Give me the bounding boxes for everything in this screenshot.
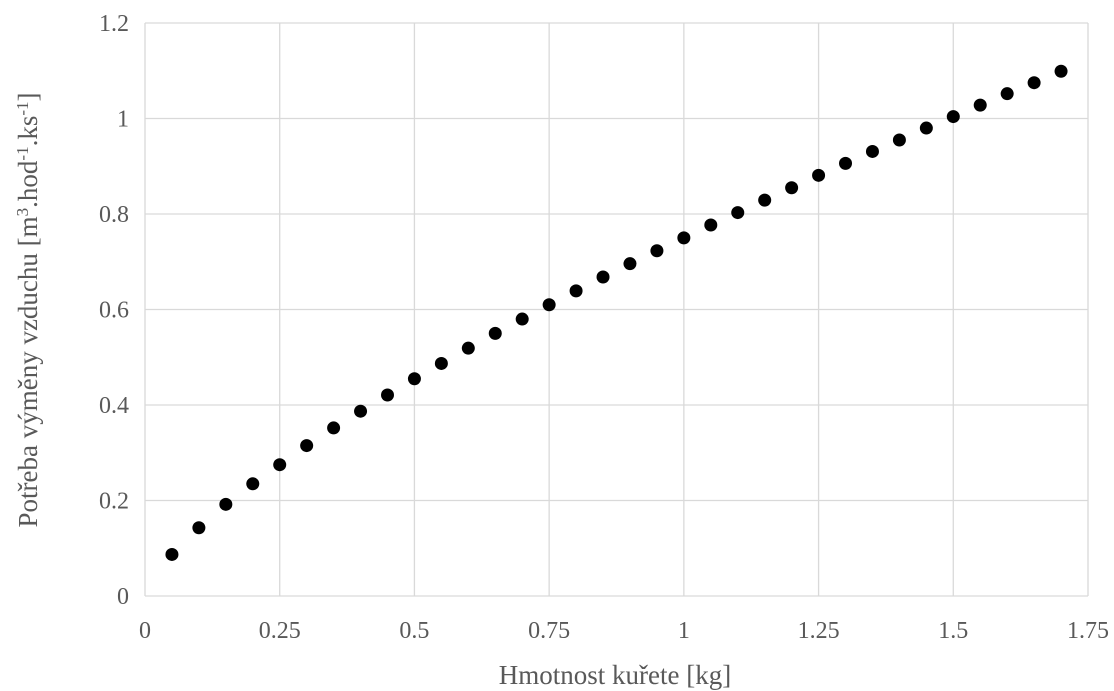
data-point: [407, 372, 421, 386]
data-point: [542, 298, 556, 312]
x-tick-label: 1.5: [938, 618, 968, 644]
data-point: [300, 439, 314, 453]
x-axis-ticks: 0 0.25 0.5 0.75 1 1.25 1.5 1.75: [139, 618, 1109, 644]
y-tick-label: 1.2: [99, 11, 129, 37]
data-point: [650, 244, 664, 258]
y-axis-ticks: 0 0.2 0.4 0.6 0.8 1 1.2: [99, 11, 129, 610]
x-tick-label: 1.25: [798, 618, 840, 644]
data-point: [354, 404, 368, 418]
data-point: [1054, 64, 1068, 78]
y-axis-title: Potřeba výměny vzduchu [m3.hod-1.ks-1]: [13, 92, 44, 527]
data-point: [569, 284, 583, 298]
data-point: [758, 193, 772, 207]
data-point: [919, 121, 933, 135]
data-point: [327, 421, 341, 435]
y-tick-label: 0: [117, 584, 129, 610]
data-point: [596, 270, 610, 284]
data-point: [219, 497, 233, 511]
y-tick-label: 1: [117, 107, 129, 133]
x-tick-label: 1: [678, 618, 690, 644]
data-point: [731, 206, 745, 220]
x-tick-label: 0: [139, 618, 151, 644]
data-point: [865, 144, 879, 158]
data-point: [839, 156, 853, 170]
data-point: [946, 110, 960, 124]
gridlines: [144, 22, 1089, 597]
x-tick-label: 0.5: [399, 618, 429, 644]
data-point: [623, 257, 637, 271]
data-points: [165, 64, 1068, 561]
data-point: [1000, 87, 1014, 101]
y-tick-label: 0.8: [99, 202, 129, 228]
data-point: [892, 133, 906, 147]
x-tick-label: 0.25: [259, 618, 301, 644]
data-point: [380, 388, 394, 402]
y-tick-label: 0.6: [99, 298, 129, 324]
data-point: [785, 181, 799, 195]
data-point: [434, 356, 448, 370]
data-point: [488, 326, 502, 340]
data-point: [704, 218, 718, 232]
data-point: [812, 168, 826, 182]
data-point: [973, 98, 987, 112]
data-point: [515, 312, 529, 326]
y-tick-label: 0.2: [99, 489, 129, 515]
data-point: [273, 458, 287, 472]
x-axis-title: Hmotnost kuřete [kg]: [499, 660, 731, 690]
data-point: [246, 477, 260, 491]
data-point: [165, 547, 179, 561]
data-point: [677, 231, 691, 245]
x-tick-label: 1.75: [1067, 618, 1109, 644]
data-point: [461, 341, 475, 355]
y-tick-label: 0.4: [99, 393, 129, 419]
data-point: [192, 521, 206, 535]
data-point: [1027, 76, 1041, 90]
x-tick-label: 0.75: [528, 618, 570, 644]
